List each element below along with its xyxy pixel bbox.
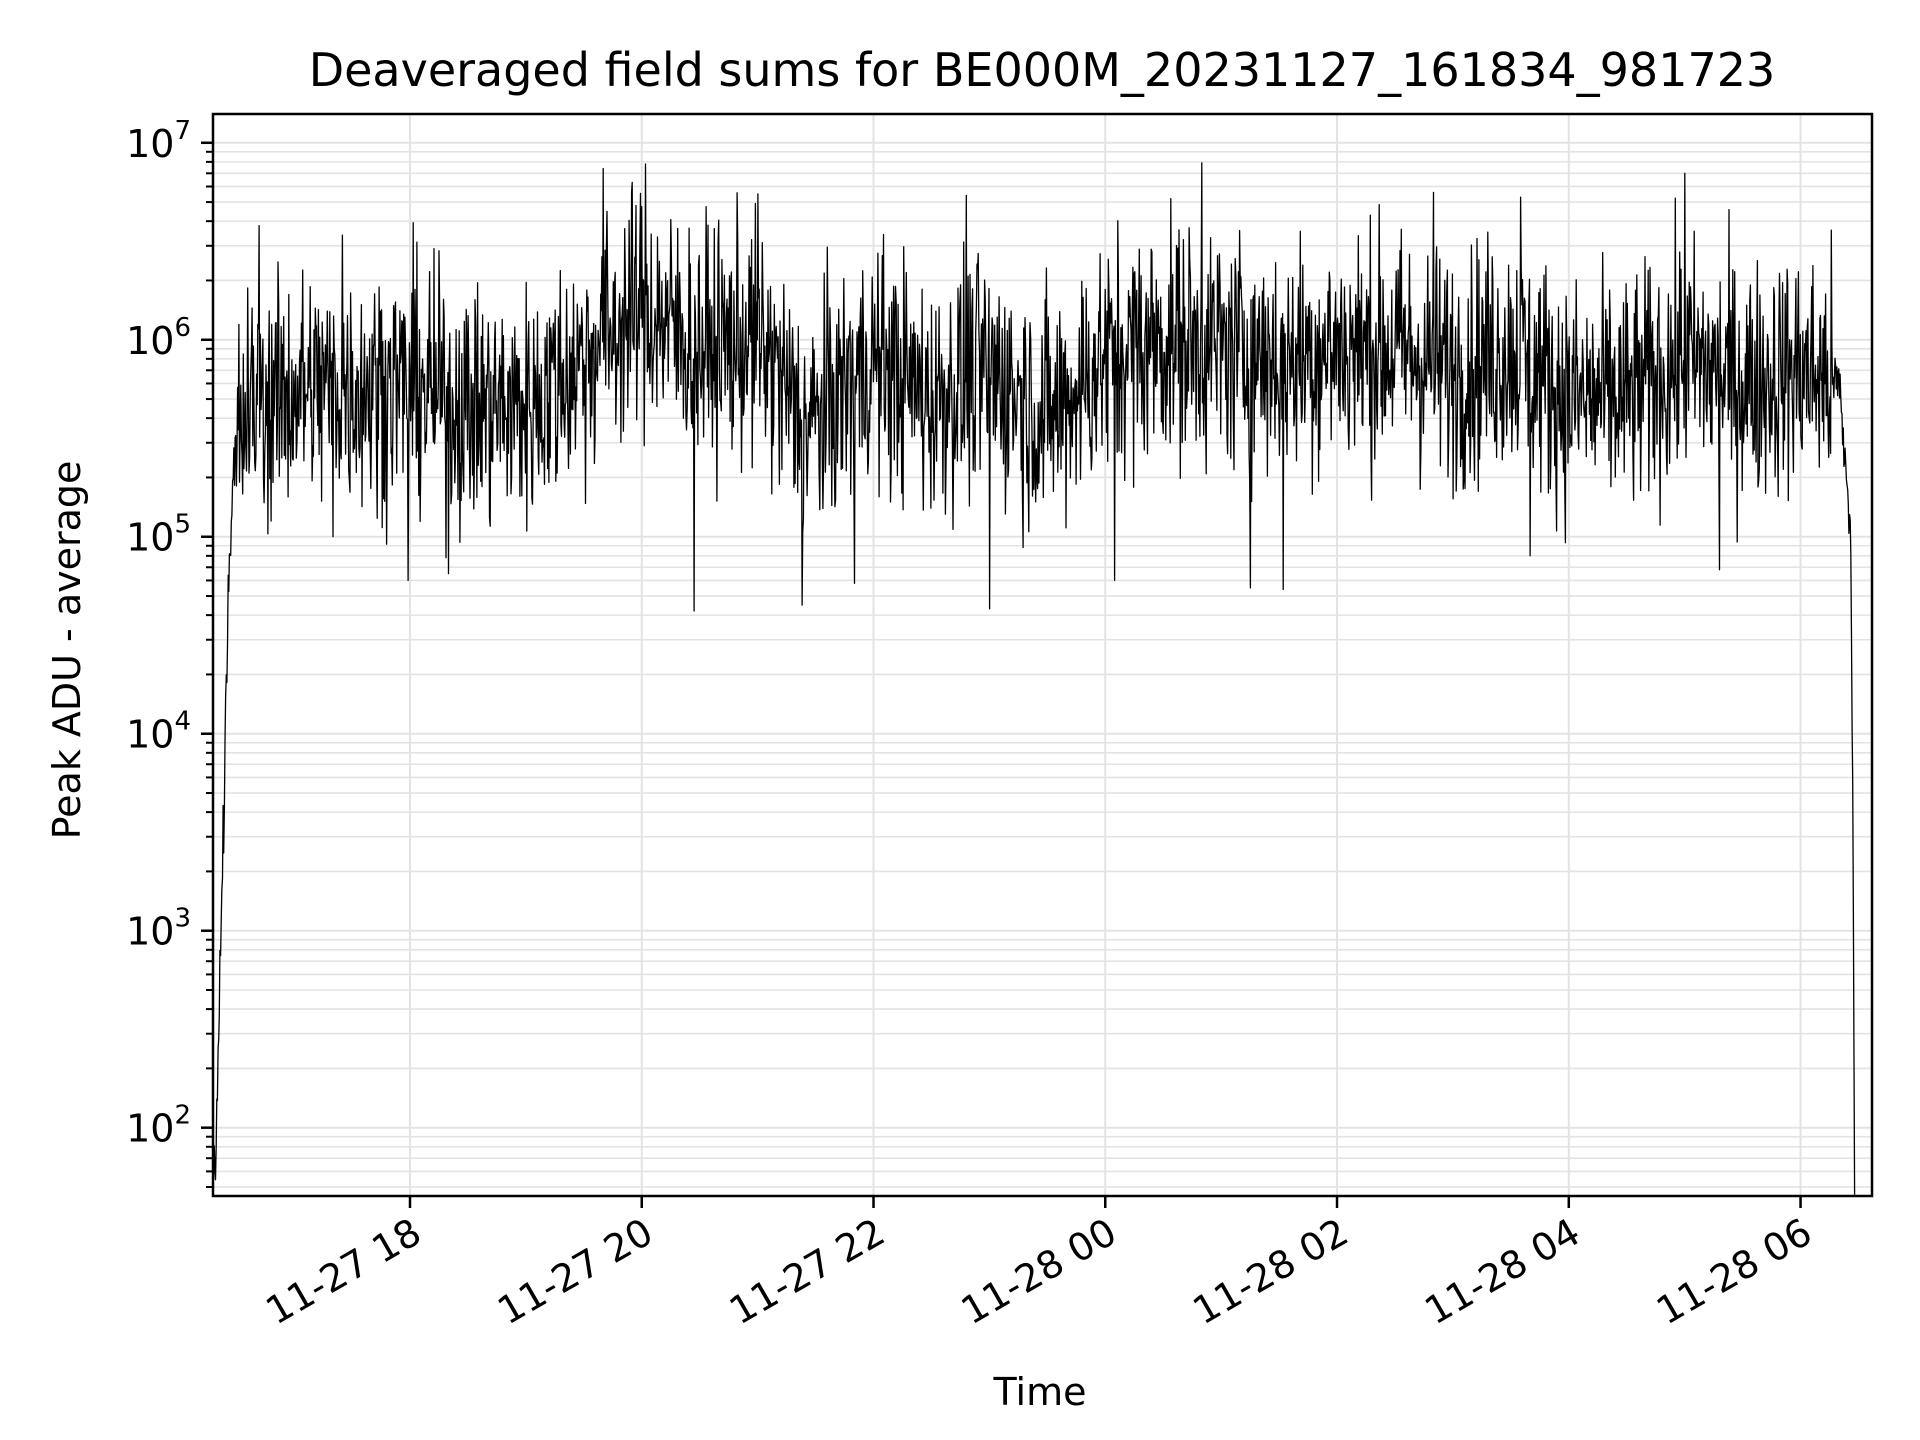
y-tick-label: 107 [126, 116, 191, 166]
x-axis-label: Time [993, 1370, 1087, 1414]
y-tick-base: 10 [126, 122, 174, 166]
y-tick-base: 10 [126, 713, 174, 757]
series-group [212, 162, 1856, 1195]
y-tick-base: 10 [126, 1107, 174, 1151]
series-line [212, 162, 1856, 1195]
y-tick-base: 10 [126, 910, 174, 954]
y-tick-exponent: 3 [174, 904, 191, 934]
y-tick-label: 105 [126, 510, 191, 560]
y-tick-base: 10 [126, 516, 174, 560]
y-tick-base: 10 [126, 319, 174, 363]
y-tick-exponent: 6 [174, 313, 191, 343]
y-tick-exponent: 5 [174, 510, 191, 540]
y-axis-label: Peak ADU - average [45, 461, 89, 840]
plot-frame [211, 112, 1874, 1198]
y-tick-label: 103 [126, 904, 191, 954]
y-tick-label: 104 [126, 707, 191, 757]
y-tick-exponent: 2 [174, 1101, 191, 1131]
y-tick-label: 106 [126, 313, 191, 363]
y-tick-label: 102 [126, 1101, 191, 1151]
y-tick-exponent: 7 [174, 116, 191, 146]
grid [213, 114, 1872, 1196]
chart-title: Deaveraged field sums for BE000M_2023112… [309, 43, 1776, 97]
y-tick-exponent: 4 [174, 707, 191, 737]
